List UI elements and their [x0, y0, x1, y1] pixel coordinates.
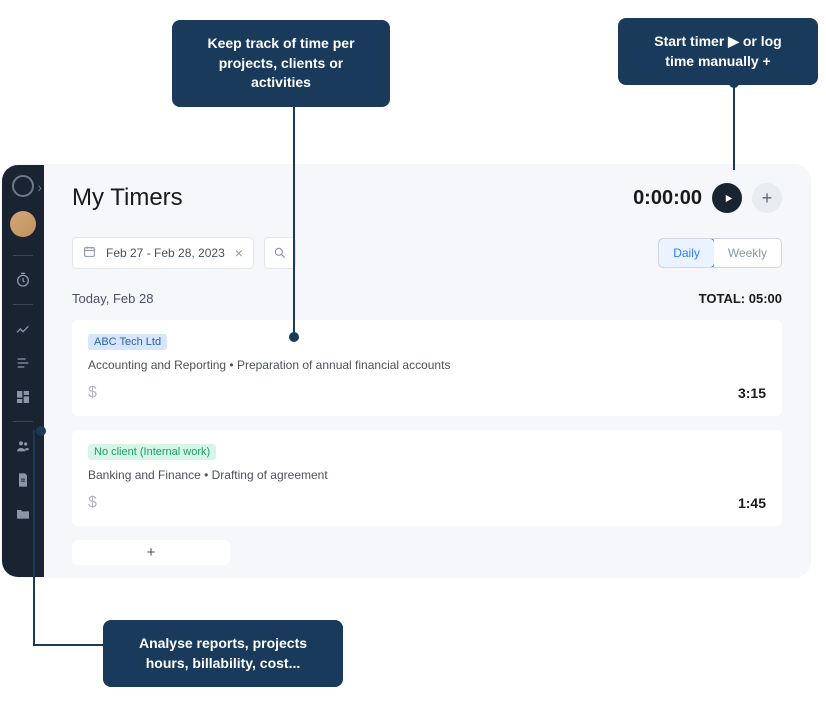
play-button[interactable] — [712, 183, 742, 213]
date-range-text: Feb 27 - Feb 28, 2023 — [106, 246, 225, 260]
callout-line — [33, 430, 35, 645]
card-footer: $ 3:15 — [88, 384, 766, 402]
dashboard-icon[interactable] — [9, 383, 37, 411]
view-weekly-button[interactable]: Weekly — [714, 239, 781, 267]
day-header: Today, Feb 28 TOTAL: 05:00 — [72, 291, 782, 306]
search-button[interactable] — [264, 237, 296, 269]
divider — [13, 421, 33, 422]
callout-timer: Start timer ▶ or log time manually + — [618, 18, 818, 85]
card-footer: $ 1:45 — [88, 494, 766, 512]
callout-tracking: Keep track of time per projects, clients… — [172, 20, 390, 107]
callout-dot — [36, 426, 46, 436]
add-button[interactable]: + — [752, 183, 782, 213]
app-window: My Timers 0:00:00 + Feb 27 - Feb 28, 202… — [2, 165, 810, 577]
client-tag: No client (Internal work) — [88, 444, 216, 460]
callout-line — [33, 644, 105, 646]
callout-dot — [289, 332, 299, 342]
sidebar — [2, 165, 44, 577]
card-description: Accounting and Reporting • Preparation o… — [88, 358, 766, 372]
timer-card[interactable]: ABC Tech Ltd Accounting and Reporting • … — [72, 320, 782, 416]
main-content: My Timers 0:00:00 + Feb 27 - Feb 28, 202… — [44, 165, 810, 577]
card-time: 1:45 — [738, 495, 766, 511]
header: My Timers 0:00:00 + — [72, 183, 782, 213]
date-range-picker[interactable]: Feb 27 - Feb 28, 2023 × — [72, 237, 254, 269]
timer-icon[interactable] — [9, 266, 37, 294]
billable-icon: $ — [88, 494, 97, 512]
client-tag: ABC Tech Ltd — [88, 334, 167, 350]
callout-line — [733, 80, 735, 170]
view-daily-button[interactable]: Daily — [658, 238, 715, 268]
app-logo-icon[interactable] — [12, 175, 34, 197]
clear-date-icon[interactable]: × — [235, 245, 243, 261]
page-title: My Timers — [72, 184, 183, 212]
list-icon[interactable] — [9, 349, 37, 377]
header-controls: 0:00:00 + — [633, 183, 782, 213]
toolbar: Feb 27 - Feb 28, 2023 × Daily Weekly — [72, 237, 782, 269]
card-time: 3:15 — [738, 385, 766, 401]
divider — [13, 304, 33, 305]
calendar-icon — [83, 245, 96, 261]
day-label: Today, Feb 28 — [72, 291, 153, 306]
view-toggle: Daily Weekly — [658, 238, 782, 268]
timer-card[interactable]: No client (Internal work) Banking and Fi… — [72, 430, 782, 526]
callout-line — [293, 100, 295, 335]
timer-display: 0:00:00 — [633, 187, 702, 210]
avatar[interactable] — [10, 211, 36, 237]
callout-reports: Analyse reports, projects hours, billabi… — [103, 620, 343, 687]
card-description: Banking and Finance • Drafting of agreem… — [88, 468, 766, 482]
add-entry-button[interactable]: + — [72, 540, 230, 565]
day-total: TOTAL: 05:00 — [699, 291, 782, 306]
divider — [13, 255, 33, 256]
billable-icon: $ — [88, 384, 97, 402]
analytics-icon[interactable] — [9, 315, 37, 343]
